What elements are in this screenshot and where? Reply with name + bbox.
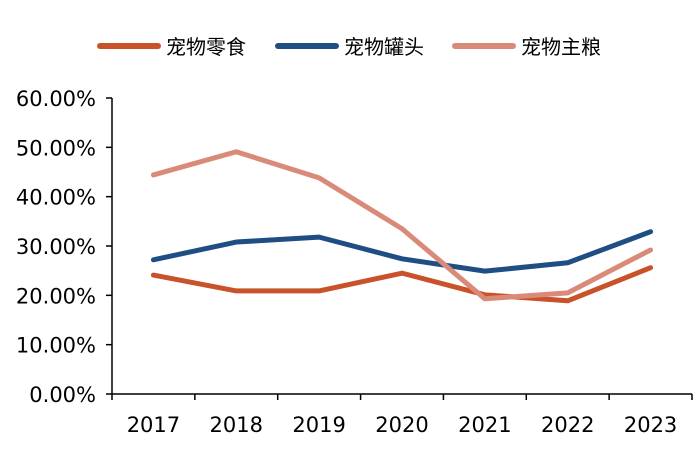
x-tick-label: 2017 — [127, 413, 180, 437]
y-tick-label: 60.00% — [16, 87, 96, 111]
legend-item-2: 宠物罐头 — [278, 35, 424, 59]
x-tick-label: 2018 — [210, 413, 263, 437]
x-tick-label: 2021 — [458, 413, 511, 437]
y-tick-label: 30.00% — [16, 235, 96, 259]
legend-label: 宠物罐头 — [344, 35, 424, 59]
series-line-3 — [153, 152, 650, 299]
x-tick-label: 2023 — [624, 413, 677, 437]
y-tick-label: 20.00% — [16, 284, 96, 308]
x-tick-label: 2020 — [375, 413, 428, 437]
legend-label: 宠物零食 — [166, 35, 246, 59]
x-tick-label: 2022 — [541, 413, 594, 437]
y-tick-label: 40.00% — [16, 186, 96, 210]
y-tick-label: 10.00% — [16, 334, 96, 358]
series-line-1 — [153, 268, 650, 301]
legend-item-3: 宠物主粮 — [455, 35, 601, 59]
y-tick-label: 50.00% — [16, 136, 96, 160]
legend-label: 宠物主粮 — [521, 35, 601, 59]
x-tick-label: 2019 — [292, 413, 345, 437]
y-tick-label: 0.00% — [29, 383, 96, 407]
series-line-2 — [153, 232, 650, 271]
legend-item-1: 宠物零食 — [100, 35, 246, 59]
